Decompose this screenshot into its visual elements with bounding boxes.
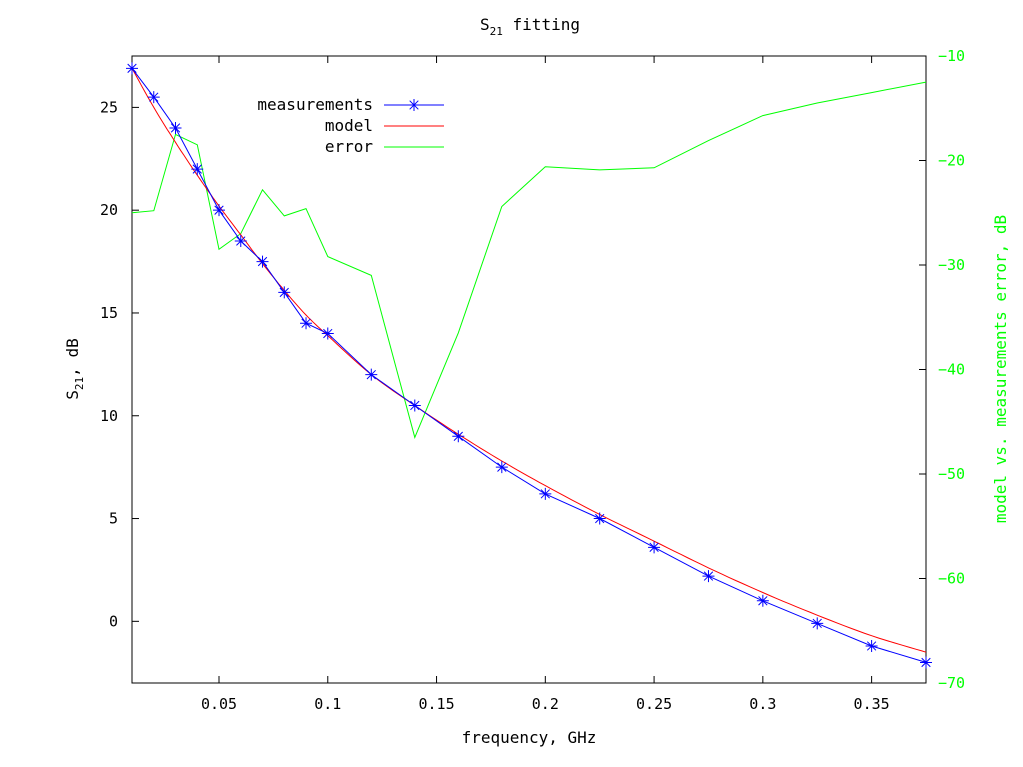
data-point-measurements bbox=[539, 487, 552, 500]
y-axis-label: S21, dB bbox=[63, 338, 86, 399]
data-point-measurements bbox=[865, 639, 878, 652]
y2-tick-label: −60 bbox=[938, 570, 965, 588]
data-point-measurements bbox=[147, 91, 160, 104]
y2-tick-label: −10 bbox=[938, 47, 965, 65]
y2-tick-label: −20 bbox=[938, 152, 965, 170]
y2-axis-label: model vs. measurements error, dB bbox=[991, 215, 1010, 523]
y-tick-label: 20 bbox=[100, 201, 118, 219]
legend-marker-measurements bbox=[408, 99, 420, 111]
y2-tick-label: −50 bbox=[938, 465, 965, 483]
legend-label-model: model bbox=[325, 116, 373, 135]
x-tick-label: 0.2 bbox=[532, 695, 559, 713]
data-point-measurements bbox=[126, 62, 138, 75]
data-point-measurements bbox=[365, 368, 378, 381]
axis-ticks bbox=[132, 55, 926, 684]
x-tick-label: 0.35 bbox=[854, 695, 890, 713]
y2-tick-label: −40 bbox=[938, 361, 965, 379]
y-tick-label: 25 bbox=[100, 98, 118, 116]
chart-title-subscript: 21 bbox=[490, 25, 503, 38]
data-point-measurements bbox=[256, 255, 269, 268]
legend-label-error: error bbox=[325, 137, 374, 156]
series-layer bbox=[126, 62, 932, 669]
axis-tick-labels: 0.05 0.1 0.15 0.2 0.25 0.3 0.35 0 5 10 15 20 25 −70 −6… bbox=[100, 47, 965, 713]
x-tick-label: 0.25 bbox=[636, 695, 672, 713]
data-point-measurements bbox=[648, 541, 661, 554]
data-point-measurements bbox=[278, 286, 291, 299]
y-tick-label: 10 bbox=[100, 407, 118, 425]
legend-label-measurements: measurements bbox=[257, 95, 373, 114]
y-tick-label: 0 bbox=[109, 612, 118, 630]
data-point-measurements bbox=[321, 327, 334, 340]
series-line-error bbox=[131, 81, 927, 439]
legend: measurements model error bbox=[257, 95, 444, 156]
data-point-measurements bbox=[213, 204, 226, 217]
series-line-measurements bbox=[131, 67, 927, 663]
x-tick-label: 0.1 bbox=[314, 695, 341, 713]
data-point-measurements bbox=[593, 512, 606, 525]
y-tick-label: 15 bbox=[100, 304, 118, 322]
x-tick-label: 0.3 bbox=[749, 695, 776, 713]
data-point-measurements bbox=[495, 461, 508, 474]
series-line-model bbox=[131, 68, 927, 653]
x-axis-label: frequency, GHz bbox=[462, 728, 597, 747]
data-point-measurements bbox=[702, 570, 715, 583]
plot-frame bbox=[131, 55, 927, 684]
data-point-measurements bbox=[811, 617, 824, 630]
y2-tick-label: −70 bbox=[938, 674, 965, 692]
data-point-measurements bbox=[191, 163, 204, 176]
chart-title-rest: fitting bbox=[503, 15, 580, 34]
data-point-measurements bbox=[300, 317, 313, 330]
chart-title: S21 fitting bbox=[480, 15, 580, 38]
y-tick-label: 5 bbox=[109, 510, 118, 528]
data-point-measurements bbox=[408, 399, 421, 412]
y-axis-label-main: S bbox=[63, 390, 82, 400]
y-axis-label-rest: , dB bbox=[63, 338, 82, 377]
x-tick-label: 0.05 bbox=[201, 695, 237, 713]
y-axis-label-subscript: 21 bbox=[73, 377, 86, 390]
data-point-measurements bbox=[756, 594, 769, 607]
y2-tick-label: −30 bbox=[938, 256, 965, 274]
data-point-measurements bbox=[920, 656, 932, 669]
data-point-measurements bbox=[234, 235, 247, 248]
data-point-measurements bbox=[452, 430, 465, 443]
data-point-measurements bbox=[169, 121, 182, 134]
x-tick-label: 0.15 bbox=[418, 695, 454, 713]
chart-title-main: S bbox=[480, 15, 490, 34]
